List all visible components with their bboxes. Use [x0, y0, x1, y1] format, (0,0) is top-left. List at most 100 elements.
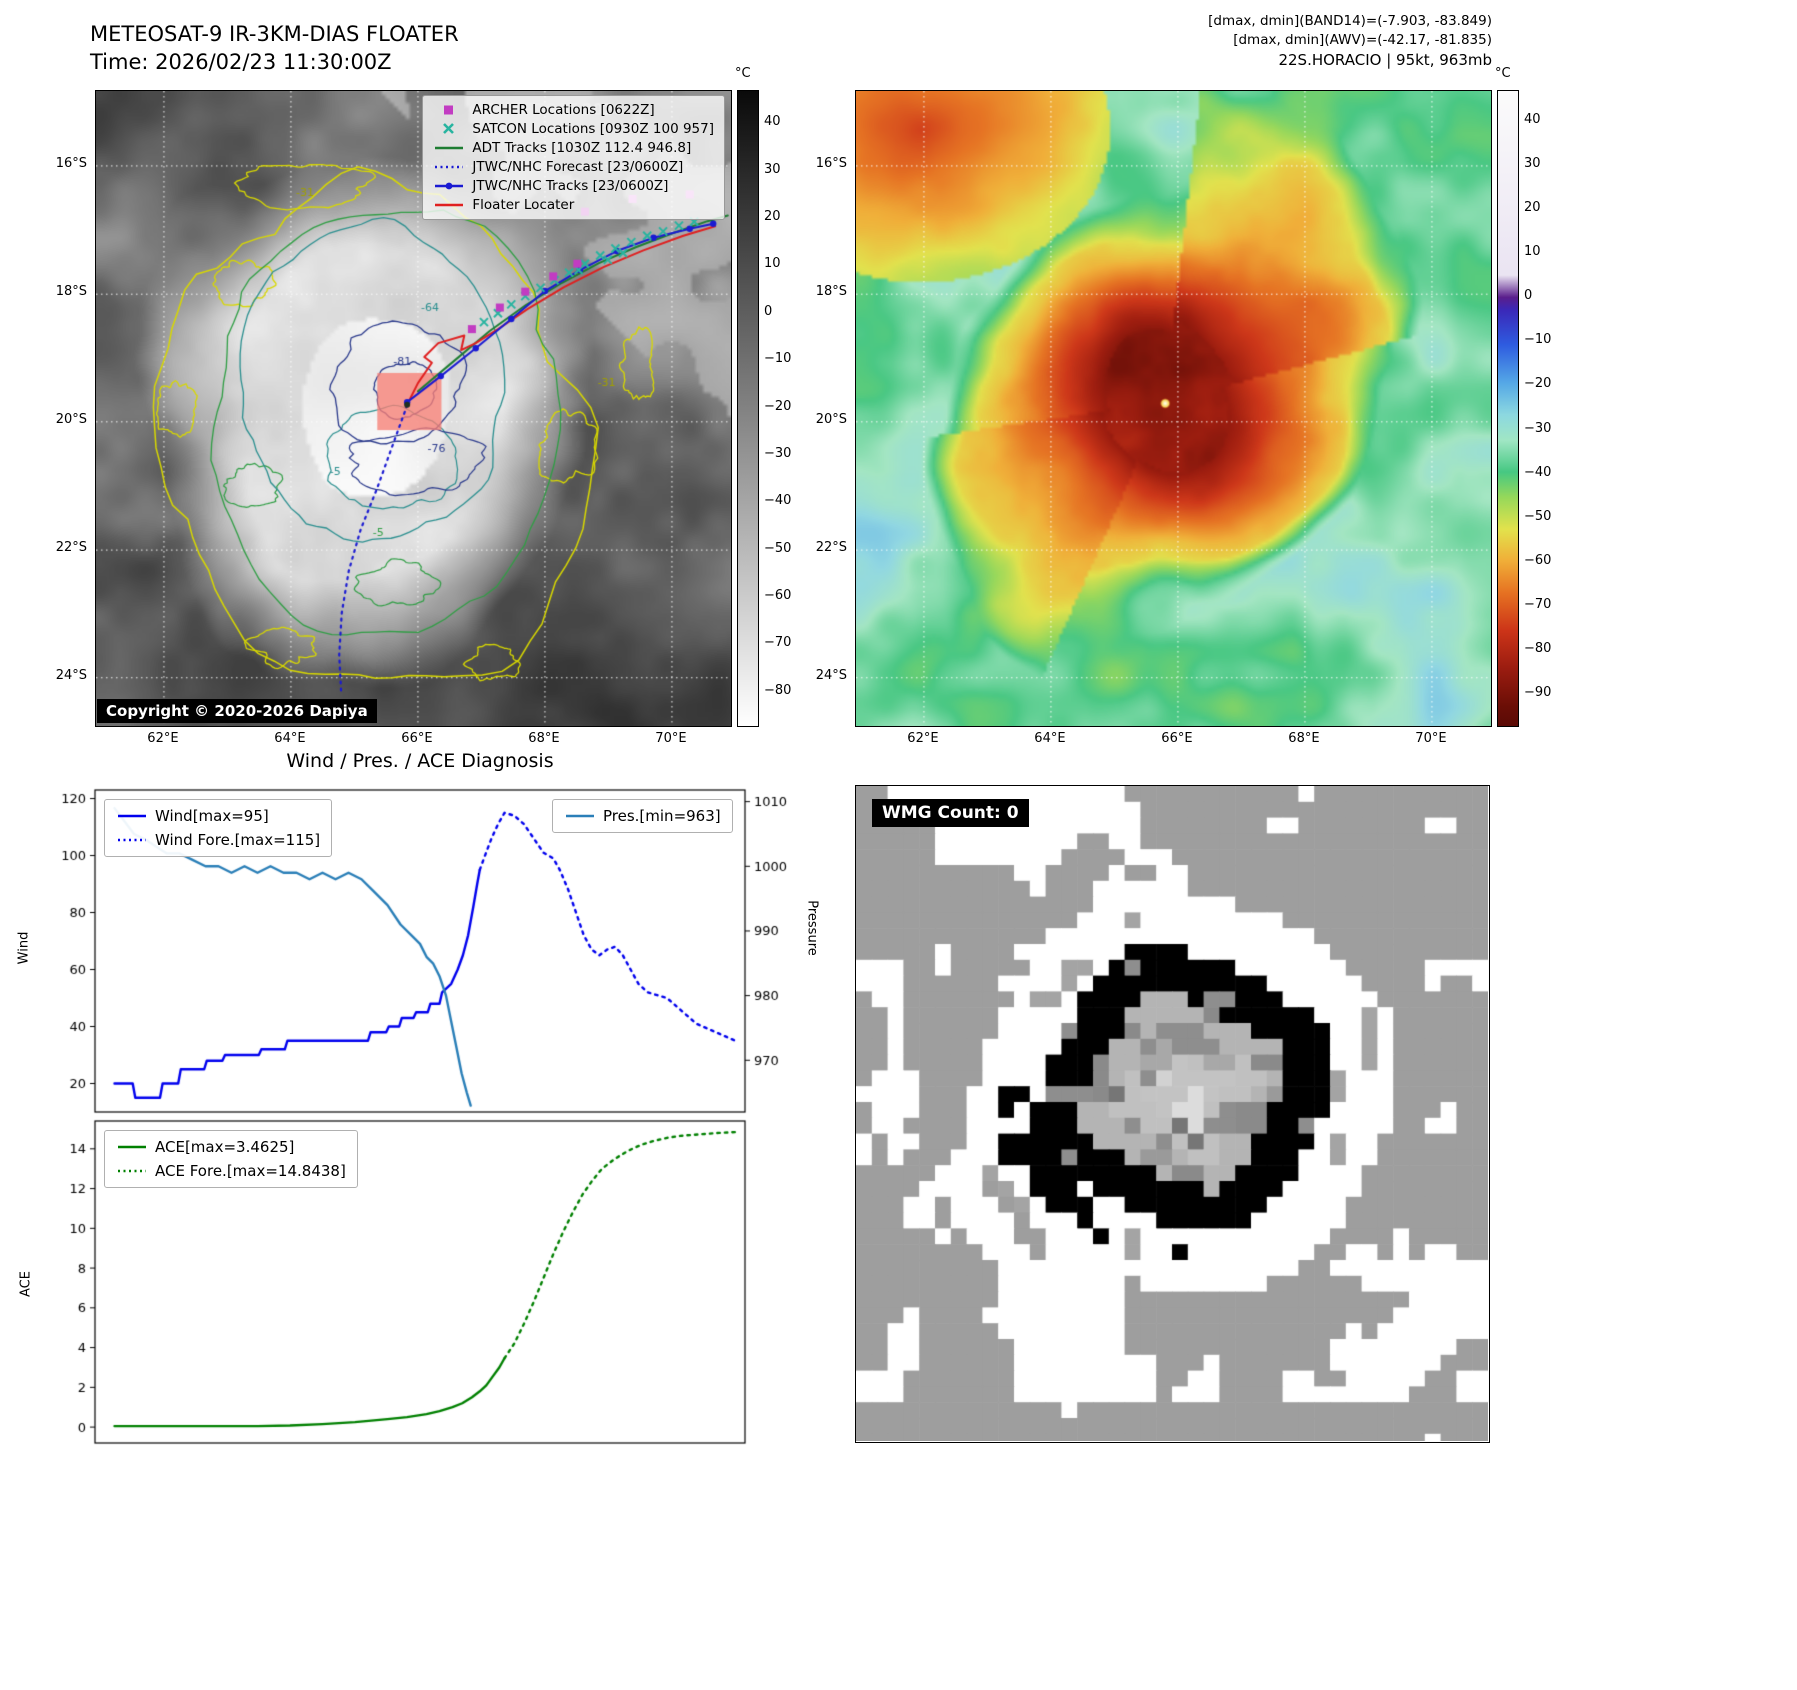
- ir-color-lat-tick: 16°S: [815, 155, 847, 171]
- ir-color-header: [dmax, dmin](BAND14)=(-7.903, -83.849) […: [1208, 12, 1492, 70]
- wind-pres-ace-chart: [55, 775, 825, 1465]
- ir-color-lon-tick: 68°E: [1288, 731, 1320, 746]
- x-marker-icon: [443, 123, 455, 134]
- ace-fore-legend-entry: ACE Fore.[max=14.8438]: [116, 1162, 346, 1180]
- colorbar-tick: −80: [764, 682, 792, 698]
- ir-color-lon-tick: 62°E: [907, 731, 939, 746]
- floater-lat-tick: 24°S: [55, 667, 87, 683]
- ir-color-lat-tick: 20°S: [815, 411, 847, 427]
- colorbar-tick: 40: [1524, 111, 1541, 127]
- wind-legend-entry: Wind[max=95]: [116, 807, 320, 825]
- colorbar-tick: −90: [1524, 685, 1552, 701]
- colorbar-tick: 0: [1524, 288, 1533, 304]
- pressure-axis-label: Pressure: [804, 900, 820, 956]
- colorbar-tick: −30: [1524, 420, 1552, 436]
- ir-color-lon-tick: 66°E: [1161, 731, 1193, 746]
- colorbar-tick: −60: [764, 588, 792, 604]
- floater-lon-tick: 66°E: [401, 731, 433, 746]
- floater-lon-tick: 68°E: [528, 731, 560, 746]
- ir-color-lat-tick: 22°S: [815, 540, 847, 556]
- copyright-label: Copyright © 2020-2026 Dapiya: [97, 699, 377, 723]
- square-marker-icon: [444, 105, 454, 115]
- floater-lat-tick: 20°S: [55, 411, 87, 427]
- ace-legend-entry-label: ACE[max=3.4625]: [155, 1138, 295, 1156]
- line-marker-icon: [118, 1145, 146, 1149]
- wind-fore-legend-entry-label: Wind Fore.[max=115]: [155, 831, 321, 849]
- ir-color-map: 16°S 18°S 20°S 22°S 24°S 62°E 64°E 66°E 68°E 70°E: [816, 90, 1492, 746]
- wind-fore-legend-entry: Wind Fore.[max=115]: [116, 831, 320, 849]
- colorbar-tick: 40: [764, 114, 781, 130]
- colorbar-unit: °C: [1495, 66, 1511, 81]
- colorbar-gradient: [737, 90, 759, 727]
- line-marker-icon: [435, 146, 464, 150]
- ir-color-lon-tick: 70°E: [1415, 731, 1447, 746]
- pres-legend-entry: Pres.[min=963]: [564, 807, 721, 825]
- ir-color-lon-tick: 64°E: [1034, 731, 1066, 746]
- legend-entry-label: Floater Locater: [472, 197, 575, 213]
- ir-floater-map: ARCHER Locations [0622Z] SATCON Locations…: [56, 90, 732, 746]
- legend-entry-label: ADT Tracks [1030Z 112.4 946.8]: [472, 140, 692, 156]
- dotted-marker-icon: [118, 1169, 146, 1173]
- wind-legend: Wind[max=95] Wind Fore.[max=115]: [104, 799, 333, 857]
- colorbar-tick: −10: [1524, 332, 1552, 348]
- colorbar-tick: −70: [764, 635, 792, 651]
- legend-entry-label: ARCHER Locations [0622Z]: [472, 102, 655, 118]
- legend-entry: ARCHER Locations [0622Z]: [433, 102, 714, 118]
- line-marker-icon: [566, 814, 594, 818]
- colorbar-unit: °C: [735, 66, 751, 81]
- line-dot-marker-icon: [435, 182, 464, 190]
- colorbar-tick: −20: [764, 398, 792, 414]
- colorbar-tick: −20: [1524, 376, 1552, 392]
- wmg-count-label: WMG Count: 0: [872, 799, 1029, 827]
- legend-entry-label: SATCON Locations [0930Z 100 957]: [472, 121, 714, 137]
- floater-lat-tick: 16°S: [55, 155, 87, 171]
- ir-color-satellite-image: [855, 90, 1492, 727]
- ace-legend: ACE[max=3.4625] ACE Fore.[max=14.8438]: [104, 1130, 358, 1188]
- legend-entry-label: JTWC/NHC Forecast [23/0600Z]: [472, 159, 684, 175]
- ace-axis-label: ACE: [18, 1271, 34, 1297]
- wind-legend-entry-label: Wind[max=95]: [155, 807, 269, 825]
- floater-lon-tick: 70°E: [655, 731, 687, 746]
- legend-entry: JTWC/NHC Tracks [23/0600Z]: [433, 178, 714, 194]
- colorbar-tick: −50: [1524, 508, 1552, 524]
- legend-entry: Floater Locater: [433, 197, 714, 213]
- dmax-dmin-band14: [dmax, dmin](BAND14)=(-7.903, -83.849): [1208, 13, 1492, 29]
- colorbar-tick: −40: [1524, 464, 1552, 480]
- floater-time: Time: 2026/02/23 11:30:00Z: [90, 50, 392, 74]
- dotted-marker-icon: [435, 165, 464, 169]
- colorbar-tick: −70: [1524, 596, 1552, 612]
- diagnosis-title: Wind / Pres. / ACE Diagnosis: [286, 750, 554, 772]
- line-marker-icon: [435, 203, 464, 207]
- colorbar-tick: −60: [1524, 552, 1552, 568]
- colorbar-tick: 10: [764, 256, 781, 272]
- ir-color-colorbar: °C 40 30 20 10 0 −10 −20 −30 −40 −50 −60 −70 −80 −90: [1495, 66, 1551, 727]
- ir-color-lat-tick: 18°S: [815, 284, 847, 300]
- colorbar-tick: −30: [764, 445, 792, 461]
- colorbar-tick: −40: [764, 493, 792, 509]
- floater-colorbar: °C 40 30 20 10 0 −10 −20 −30 −40 −50 −60 −70 −80: [735, 66, 791, 727]
- ace-legend-entry: ACE[max=3.4625]: [116, 1138, 346, 1156]
- wmg-panel: WMG Count: 0: [855, 785, 1490, 1443]
- colorbar-gradient: [1497, 90, 1519, 727]
- floater-lat-tick: 22°S: [55, 540, 87, 556]
- dotted-marker-icon: [118, 838, 146, 842]
- colorbar-tick: 30: [764, 161, 781, 177]
- floater-map-legend: ARCHER Locations [0622Z] SATCON Locations…: [422, 95, 725, 220]
- pres-legend-entry-label: Pres.[min=963]: [603, 807, 721, 825]
- wmg-pixel-image: [856, 786, 1488, 1441]
- floater-lon-tick: 62°E: [147, 731, 179, 746]
- dmax-dmin-awv: [dmax, dmin](AWV)=(-42.17, -81.835): [1233, 32, 1492, 48]
- floater-lat-tick: 18°S: [55, 284, 87, 300]
- colorbar-tick: 10: [1524, 244, 1541, 260]
- legend-entry: JTWC/NHC Forecast [23/0600Z]: [433, 159, 714, 175]
- colorbar-tick: 20: [764, 208, 781, 224]
- floater-header: METEOSAT-9 IR-3KM-DIAS FLOATER Time: 202…: [90, 20, 459, 76]
- legend-entry: SATCON Locations [0930Z 100 957]: [433, 121, 714, 137]
- ir-color-lat-tick: 24°S: [815, 667, 847, 683]
- colorbar-tick: 0: [764, 303, 773, 319]
- colorbar-tick: −80: [1524, 641, 1552, 657]
- legend-entry: ADT Tracks [1030Z 112.4 946.8]: [433, 140, 714, 156]
- wind-axis-label: Wind: [16, 931, 32, 965]
- line-marker-icon: [118, 814, 146, 818]
